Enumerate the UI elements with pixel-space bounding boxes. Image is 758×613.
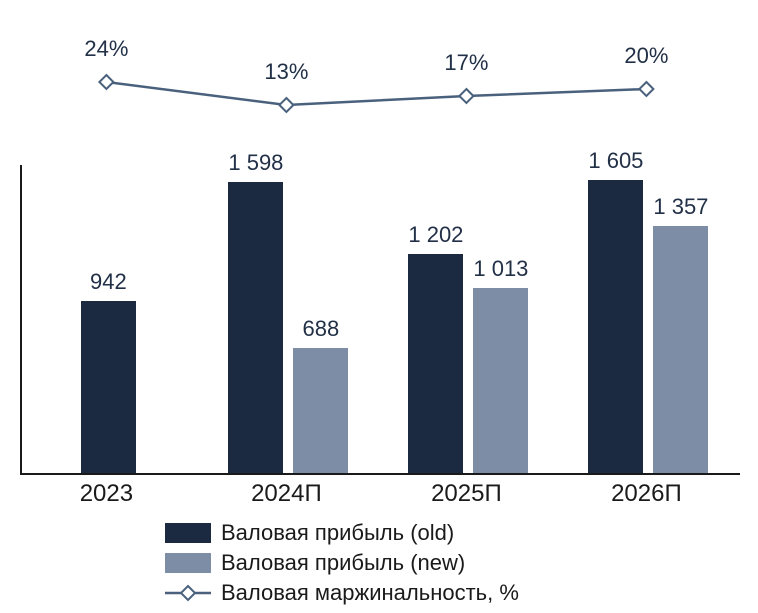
bar-new [653, 226, 708, 473]
bar-old [588, 180, 643, 473]
legend-swatch-new [165, 553, 211, 573]
legend-label-new: Валовая прибыль (new) [221, 550, 465, 576]
x-axis-tick-label: 2026П [611, 480, 682, 508]
bar-value-label: 1 605 [588, 148, 643, 174]
line-chart-area: 24% 13% 17% 20% [20, 20, 740, 140]
combo-chart: 24% 13% 17% 20% 942 1 598 688 1 202 1 013 1 605 1… [20, 10, 740, 605]
x-axis-tick-label: 2024П [251, 480, 322, 508]
bar-value-label: 688 [303, 316, 340, 342]
x-axis-tick-label: 2023 [80, 480, 133, 508]
bar-new [473, 288, 528, 473]
margin-line [106, 82, 646, 105]
bar-value-label: 942 [90, 269, 127, 295]
bar-value-label: 1 013 [473, 256, 528, 282]
line-value-label: 13% [264, 59, 308, 85]
line-value-label: 20% [624, 43, 668, 69]
diamond-marker-icon [279, 98, 293, 112]
bar-old [408, 254, 463, 473]
legend-label-margin: Валовая маржинальность, % [221, 580, 519, 606]
legend-item-margin: Валовая маржинальность, % [165, 578, 725, 608]
bar-old [81, 301, 136, 473]
legend: Валовая прибыль (old) Валовая прибыль (n… [165, 518, 725, 608]
bar-value-label: 1 598 [228, 150, 283, 176]
legend-item-old: Валовая прибыль (old) [165, 518, 725, 548]
legend-swatch-old [165, 523, 211, 543]
legend-item-new: Валовая прибыль (new) [165, 548, 725, 578]
x-axis-labels: 2023 2024П 2025П 2026П [20, 480, 740, 510]
diamond-marker-icon [459, 89, 473, 103]
legend-marker-line [165, 583, 211, 603]
bar-value-label: 1 202 [408, 222, 463, 248]
bar-value-label: 1 357 [653, 194, 708, 220]
x-axis-tick-label: 2025П [431, 480, 502, 508]
diamond-marker-icon [639, 82, 653, 96]
bar-new [293, 348, 348, 473]
diamond-marker-icon [181, 586, 195, 600]
legend-label-old: Валовая прибыль (old) [221, 520, 454, 546]
line-value-label: 24% [84, 36, 128, 62]
bar-old [228, 182, 283, 473]
line-value-label: 17% [444, 50, 488, 76]
bar-chart-area: 9421 5986881 2021 0131 6051 357 [20, 165, 740, 475]
diamond-marker-icon [99, 75, 113, 89]
